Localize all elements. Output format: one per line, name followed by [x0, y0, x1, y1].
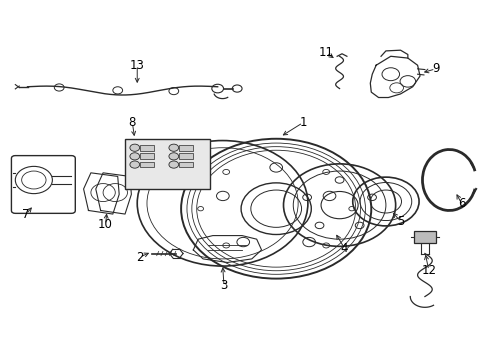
Text: 6: 6: [457, 197, 464, 210]
Text: 5: 5: [396, 215, 404, 228]
Circle shape: [130, 161, 140, 168]
Bar: [140, 153, 154, 159]
Bar: [125, 139, 210, 189]
Text: 11: 11: [318, 46, 333, 59]
Circle shape: [130, 144, 140, 151]
Bar: [140, 145, 154, 150]
Text: 3: 3: [220, 279, 227, 292]
Circle shape: [130, 153, 140, 160]
Text: 4: 4: [340, 242, 347, 255]
Bar: [178, 153, 193, 159]
Text: 8: 8: [128, 116, 136, 129]
Circle shape: [168, 144, 178, 151]
Text: 13: 13: [129, 59, 144, 72]
Circle shape: [168, 153, 178, 160]
Bar: [178, 162, 193, 167]
Bar: [140, 162, 154, 167]
Text: 10: 10: [98, 218, 113, 231]
Bar: [413, 231, 435, 243]
Text: 9: 9: [431, 62, 439, 75]
Text: 12: 12: [421, 264, 435, 277]
Bar: [178, 145, 193, 150]
Text: 2: 2: [136, 251, 143, 264]
Circle shape: [168, 161, 178, 168]
Text: 1: 1: [299, 116, 306, 129]
Text: 7: 7: [22, 208, 30, 221]
